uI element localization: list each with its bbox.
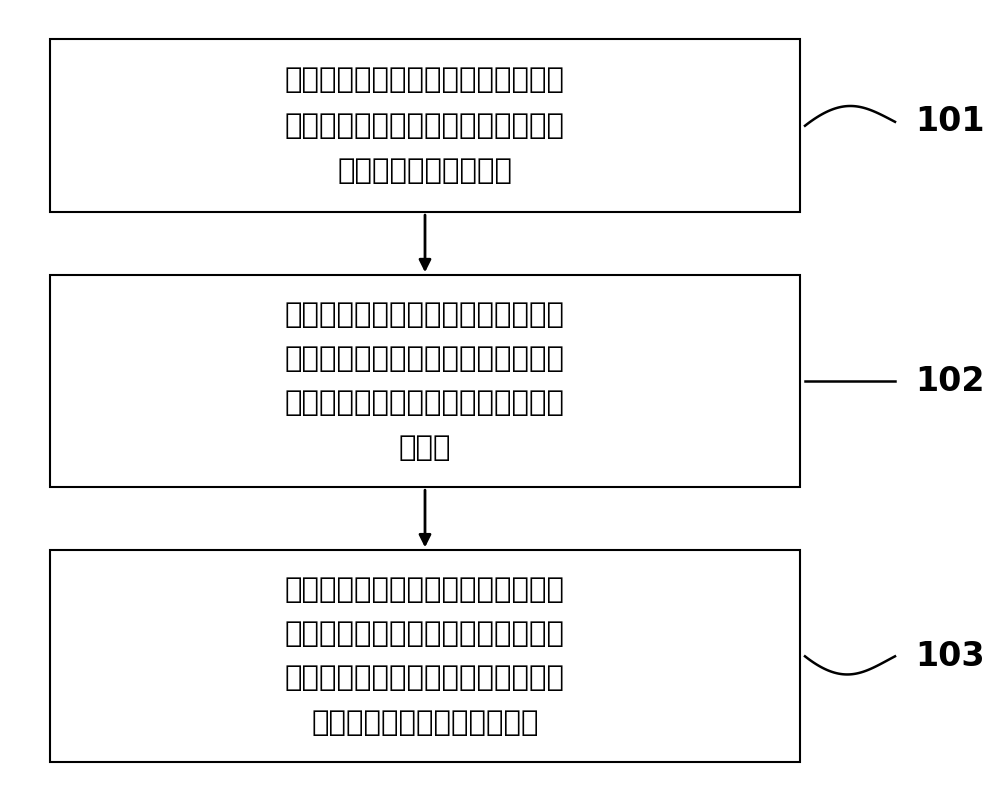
FancyBboxPatch shape	[50, 39, 800, 212]
Text: 信息时的背景噪声是否满足预设的测: 信息时的背景噪声是否满足预设的测	[285, 389, 565, 417]
FancyBboxPatch shape	[50, 275, 800, 487]
Text: 音信息，判断测量得到所述第一声音: 音信息，判断测量得到所述第一声音	[285, 345, 565, 373]
Text: 102: 102	[915, 365, 985, 398]
Text: 若测量得到所述第一声音信息时的背: 若测量得到所述第一声音信息时的背	[285, 576, 565, 604]
Text: 103: 103	[915, 640, 985, 673]
Text: 所述第一声音信息确定针对所述被测: 所述第一声音信息确定针对所述被测	[285, 664, 565, 692]
Text: 声音信息和同一时刻在第二测量点处: 声音信息和同一时刻在第二测量点处	[285, 112, 565, 140]
Text: 装甲车噪声的听觉无感觉距离: 装甲车噪声的听觉无感觉距离	[311, 709, 539, 736]
FancyBboxPatch shape	[50, 550, 800, 762]
Text: 采集到的第二声音信息: 采集到的第二声音信息	[338, 157, 512, 185]
Text: 根据所述第一声音信息和所述第二声: 根据所述第一声音信息和所述第二声	[285, 301, 565, 329]
Text: 101: 101	[915, 105, 985, 138]
Text: 试条件: 试条件	[399, 434, 451, 461]
Text: 获取在第一测量点处的采集到的第一: 获取在第一测量点处的采集到的第一	[285, 66, 565, 94]
Text: 景噪声满足预设的测试条件，则根据: 景噪声满足预设的测试条件，则根据	[285, 620, 565, 648]
